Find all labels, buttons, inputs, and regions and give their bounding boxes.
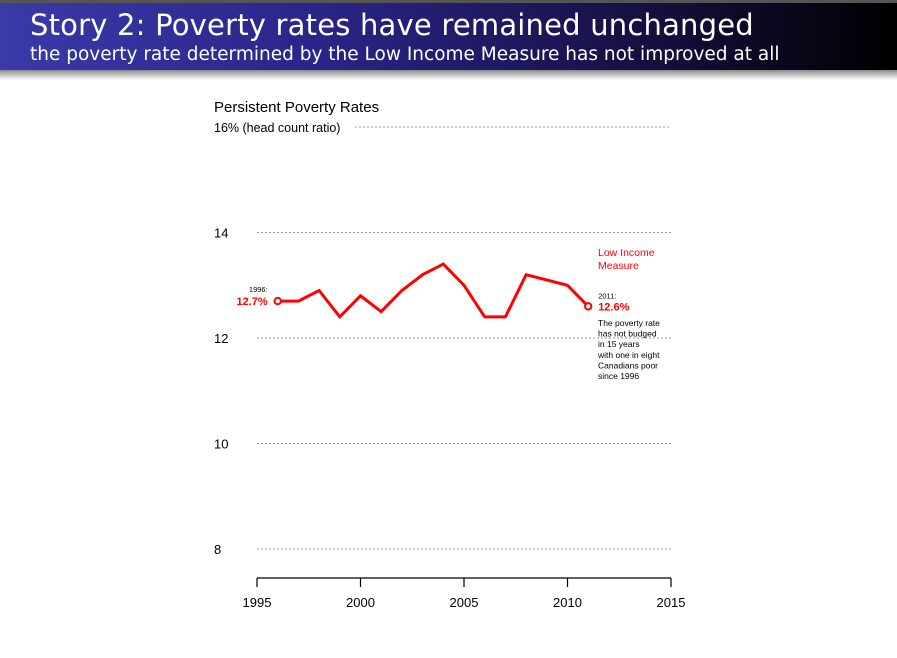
note-line: since 1996 xyxy=(598,371,639,381)
series-label: Measure xyxy=(598,260,639,272)
start-point-marker xyxy=(273,296,282,306)
end-year-label: 2011: xyxy=(598,291,616,300)
x-tick-label: 2015 xyxy=(657,595,686,610)
slide-title: Story 2: Poverty rates have remained unc… xyxy=(30,8,754,42)
slide-subtitle: the poverty rate determined by the Low I… xyxy=(30,44,780,65)
note-line: in 15 years xyxy=(598,339,640,349)
y-tick-label: 8 xyxy=(214,542,221,557)
chart-title: Persistent Poverty Rates xyxy=(214,99,379,116)
x-tick-label: 1995 xyxy=(243,595,272,610)
y-tick-label: 14 xyxy=(214,226,228,241)
note-line: The poverty rate xyxy=(598,318,660,328)
start-value-label: 12.7% xyxy=(236,296,267,308)
x-tick-label: 2000 xyxy=(346,595,375,610)
slide-header: Story 2: Poverty rates have remained unc… xyxy=(0,0,897,70)
x-tick-label: 2010 xyxy=(553,595,582,610)
x-tick-label: 2005 xyxy=(450,595,479,610)
y-tick-label: 16% (head count ratio) xyxy=(214,121,340,135)
y-tick-label: 10 xyxy=(214,437,228,452)
start-year-label: 1996: xyxy=(249,285,268,294)
series-label: Low Income xyxy=(598,247,655,259)
note-line: has not budged xyxy=(598,329,657,339)
series-line-low-income-measure xyxy=(277,262,590,320)
note-line: Canadians poor xyxy=(598,360,658,370)
y-tick-label: 12 xyxy=(214,331,228,346)
note-line: with one in eight xyxy=(597,350,660,360)
end-value-label: 12.6% xyxy=(598,301,629,313)
header-shadow xyxy=(0,70,897,80)
end-point-marker xyxy=(584,302,593,311)
